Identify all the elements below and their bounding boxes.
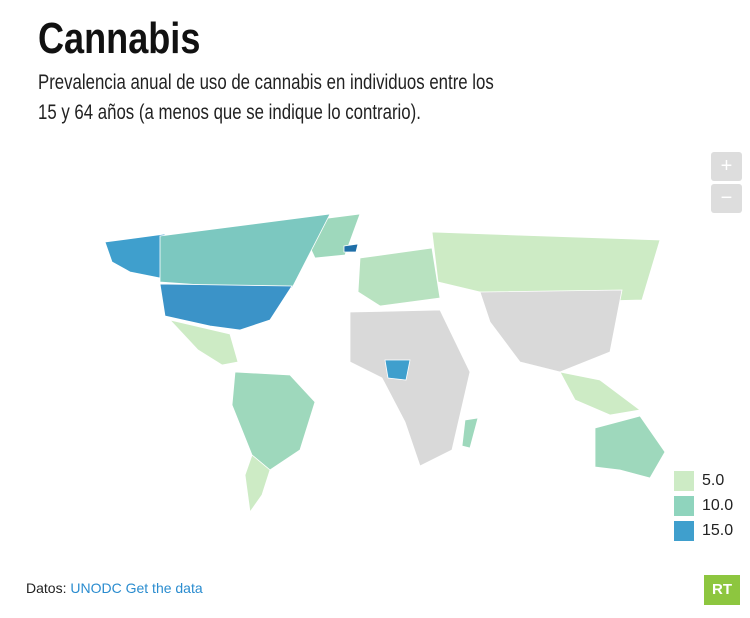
zoom-out-button[interactable]: − [711,184,742,213]
region [349,309,471,467]
legend-swatch [674,495,694,516]
legend-swatch [674,520,694,541]
region [343,243,359,253]
region [479,289,623,373]
world-map [104,213,666,514]
logo: RT [704,575,740,605]
region [357,247,441,307]
legend-entry: 5.0 [674,468,733,493]
source-label: Datos: [26,580,67,596]
region [104,233,166,279]
region [559,371,641,416]
title: Cannabis [38,14,201,63]
region [159,283,293,331]
legend: 5.0 10.0 15.0 [674,468,733,543]
subtitle: Prevalencia anual de uso de cannabis en … [38,71,494,124]
region [461,417,479,449]
region [231,371,316,471]
legend-label: 10.0 [702,496,734,514]
region [159,213,331,289]
legend-swatch [674,470,694,491]
zoom-in-button[interactable]: + [711,152,742,181]
legend-entry: 15.0 [674,518,733,543]
data-link[interactable]: Get the data [125,580,203,596]
source-name[interactable]: UNODC [70,580,122,596]
region [384,359,411,381]
legend-entry: 10.0 [674,493,733,518]
legend-label: 15.0 [702,521,734,539]
legend-label: 5.0 [702,471,725,489]
region [168,319,239,366]
region [594,415,666,479]
source: Datos: UNODC Get the data [26,580,203,596]
region [244,454,271,514]
